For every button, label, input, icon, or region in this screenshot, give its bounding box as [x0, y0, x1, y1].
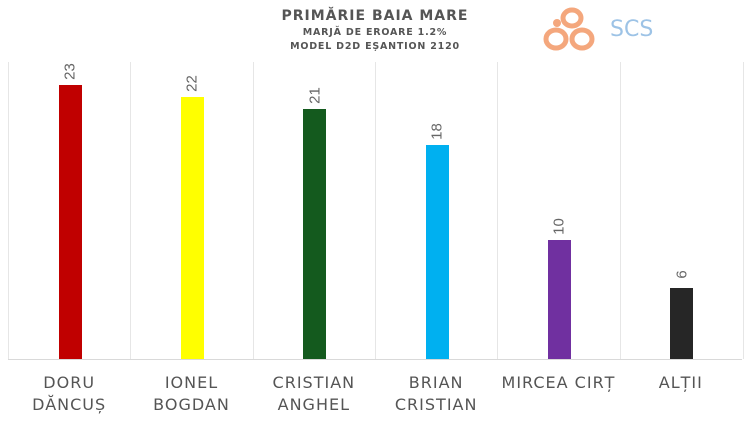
category-label: ALȚII	[658, 373, 703, 392]
bar-value-label: 22	[183, 75, 201, 93]
chart-subtitle-margin: MARJĂ DE EROARE 1.2%	[302, 27, 448, 38]
plot-area: 23 22 21 18 10 6	[8, 62, 744, 360]
category-label: BRIAN CRISTIAN	[394, 373, 478, 414]
category-column: 18	[375, 62, 498, 359]
category-label: CRISTIAN ANGHEL	[272, 373, 356, 414]
bar-value-label: 21	[306, 87, 324, 104]
category-label: MIRCEA CIRȚ	[501, 373, 616, 392]
bar	[303, 109, 327, 359]
scs-circles-logo-icon	[543, 7, 595, 51]
bar	[58, 85, 82, 359]
category-label: DORU DĂNCUȘ	[32, 373, 107, 414]
bar	[180, 97, 204, 359]
bar	[425, 144, 449, 359]
bar-value-label: 18	[428, 122, 446, 140]
category-column: 22	[130, 62, 253, 359]
category-column: 10	[497, 62, 620, 359]
category-column: 21	[252, 62, 376, 359]
bar	[547, 240, 571, 359]
bar-value-label: 10	[550, 218, 568, 235]
category-column: 6	[619, 62, 744, 359]
logo-text: SCS	[610, 17, 654, 42]
bar-value-label: 23	[61, 63, 79, 81]
bar	[670, 287, 694, 359]
chart-title: PRIMĂRIE BAIA MARE	[281, 8, 469, 24]
category-column: 23	[8, 62, 131, 359]
bar-value-label: 6	[673, 269, 691, 279]
chart-subtitle-model: MODEL D2D EȘANTION 2120	[290, 41, 460, 52]
category-label: IONEL BOGDAN	[153, 373, 230, 414]
